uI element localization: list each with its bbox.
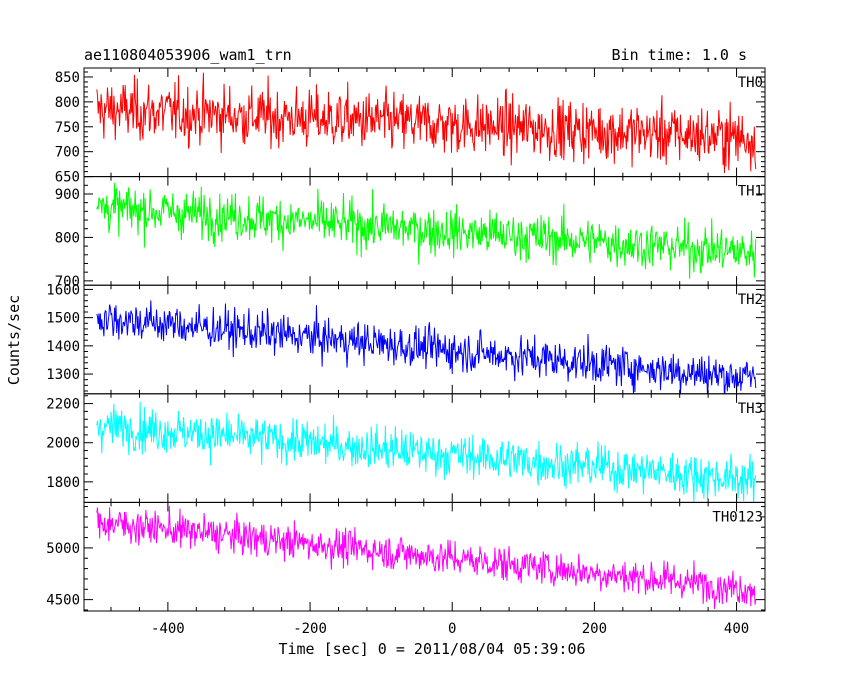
series-line-th0123 xyxy=(96,505,757,610)
series-label-th0: TH0 xyxy=(738,75,763,91)
y-tick-label: 750 xyxy=(55,120,80,136)
y-tick-label: 800 xyxy=(55,95,80,111)
series-line-th2 xyxy=(96,300,757,394)
y-tick-label: 2200 xyxy=(46,397,80,413)
panel-th3: 1800 2000 2200 TH3 xyxy=(46,393,766,503)
y-tick-label: 5000 xyxy=(46,541,80,557)
series-label-th0123: TH0123 xyxy=(712,509,763,525)
x-tick-label: -400 xyxy=(151,621,185,637)
series-label-th2: TH2 xyxy=(738,292,763,308)
y-tick-label: 700 xyxy=(55,274,80,290)
x-tick-label: 400 xyxy=(724,621,749,637)
panel-th1: 700 800 900 TH1 xyxy=(55,176,766,290)
y-tick-label: 1800 xyxy=(46,475,80,491)
y-tick-label: 1300 xyxy=(46,367,80,383)
panels-group: 650 700 750 800 850 TH0 700 800 900 TH1 1300 1400 15… xyxy=(46,67,766,637)
chart-title: ae110804053906_wam1_trn xyxy=(84,46,292,64)
series-line-th1 xyxy=(96,182,757,279)
y-tick-label: 1400 xyxy=(46,339,80,355)
y-tick-label: 700 xyxy=(55,145,80,161)
y-tick-label: 850 xyxy=(55,70,80,86)
series-line-th0 xyxy=(96,72,757,174)
panel-th2: 1300 1400 1500 1600 TH2 xyxy=(46,282,766,395)
y-tick-label: 1600 xyxy=(46,282,80,298)
y-tick-label: 900 xyxy=(55,187,80,203)
panel-frame xyxy=(83,501,766,612)
y-tick-label: 4500 xyxy=(46,593,80,609)
y-tick-label: 650 xyxy=(55,170,80,186)
y-tick-label: 800 xyxy=(55,230,80,246)
series-label-th1: TH1 xyxy=(738,184,763,200)
chart-subtitle: Bin time: 1.0 s xyxy=(612,46,747,64)
series-line-th3 xyxy=(96,401,757,503)
x-axis-label: Time [sec] 0 = 2011/08/04 05:39:06 xyxy=(278,640,585,658)
panel-th0: 650 700 750 800 850 TH0 xyxy=(55,67,766,186)
y-tick-label: 2000 xyxy=(46,436,80,452)
y-tick-label: 1500 xyxy=(46,311,80,327)
x-tick-label: 200 xyxy=(582,621,607,637)
x-tick-label: -200 xyxy=(293,621,327,637)
x-tick-label: 0 xyxy=(448,621,456,637)
series-label-th3: TH3 xyxy=(738,401,763,417)
y-axis-label: Counts/sec xyxy=(5,295,23,385)
panel-frame xyxy=(83,393,766,503)
panel-th0123: 4500 5000 TH0123 xyxy=(46,501,766,612)
